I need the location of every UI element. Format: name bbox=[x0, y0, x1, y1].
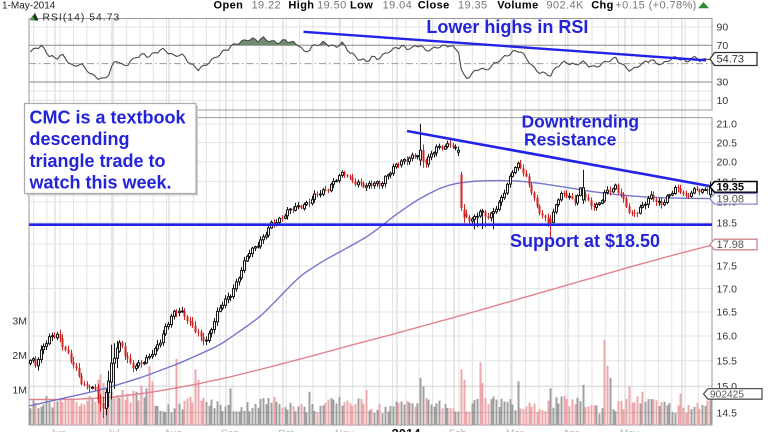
svg-text:21.0: 21.0 bbox=[717, 119, 738, 131]
svg-text:Oct: Oct bbox=[278, 428, 294, 432]
svg-text:14.5: 14.5 bbox=[717, 407, 738, 419]
svg-text:Support at $18.50: Support at $18.50 bbox=[510, 231, 660, 251]
svg-text:Low: Low bbox=[350, 0, 373, 12]
svg-text:17.98: 17.98 bbox=[717, 239, 745, 251]
svg-text:3M: 3M bbox=[12, 316, 27, 328]
svg-text:Sep: Sep bbox=[221, 428, 239, 432]
svg-text:watch this week.: watch this week. bbox=[29, 173, 172, 193]
svg-text:descending: descending bbox=[30, 129, 130, 149]
svg-text:30: 30 bbox=[717, 77, 729, 89]
svg-text:triangle trade to: triangle trade to bbox=[30, 151, 166, 171]
svg-text:Nov: Nov bbox=[335, 428, 353, 432]
svg-text:Mar: Mar bbox=[506, 428, 524, 432]
svg-text:17.0: 17.0 bbox=[717, 283, 738, 295]
svg-text:902.4K: 902.4K bbox=[547, 0, 585, 12]
svg-text:RSI(14) 54.73: RSI(14) 54.73 bbox=[43, 12, 121, 23]
svg-text:CMC is a textbook: CMC is a textbook bbox=[30, 107, 187, 127]
svg-text:Open: Open bbox=[214, 0, 244, 12]
svg-text:19.50: 19.50 bbox=[317, 0, 347, 12]
svg-text:19.35: 19.35 bbox=[458, 0, 488, 12]
svg-text:May: May bbox=[620, 428, 639, 432]
svg-text:Jun: Jun bbox=[50, 428, 66, 432]
svg-text:10: 10 bbox=[717, 95, 729, 107]
svg-text:Feb: Feb bbox=[449, 428, 467, 432]
svg-text:19.22: 19.22 bbox=[252, 0, 282, 12]
svg-text:2M: 2M bbox=[12, 350, 27, 362]
svg-text:70: 70 bbox=[717, 40, 729, 52]
svg-text:+0.15 (+0.78%): +0.15 (+0.78%) bbox=[615, 0, 696, 12]
svg-text:19.04: 19.04 bbox=[383, 0, 413, 12]
svg-text:High: High bbox=[288, 0, 314, 12]
svg-text:90: 90 bbox=[717, 22, 729, 34]
svg-text:Aug: Aug bbox=[164, 428, 182, 432]
svg-text:Volume: Volume bbox=[497, 0, 538, 12]
svg-text:19.35: 19.35 bbox=[717, 182, 745, 194]
svg-text:1-May-2014: 1-May-2014 bbox=[2, 1, 56, 12]
svg-text:Downtrending: Downtrending bbox=[522, 112, 640, 132]
svg-text:20.0: 20.0 bbox=[717, 157, 738, 169]
svg-text:16.5: 16.5 bbox=[717, 307, 738, 319]
svg-text:1M: 1M bbox=[12, 385, 27, 397]
svg-text:2014: 2014 bbox=[392, 426, 422, 432]
svg-text:54.73: 54.73 bbox=[717, 54, 745, 66]
svg-text:Resistance: Resistance bbox=[524, 130, 617, 150]
svg-text:Apr: Apr bbox=[563, 428, 579, 432]
svg-text:16.0: 16.0 bbox=[717, 331, 738, 343]
svg-text:20.5: 20.5 bbox=[717, 137, 738, 149]
svg-text:Lower highs in RSI: Lower highs in RSI bbox=[426, 17, 588, 37]
svg-text:17.5: 17.5 bbox=[717, 261, 738, 273]
svg-text:Close: Close bbox=[418, 0, 450, 12]
svg-text:19.08: 19.08 bbox=[717, 194, 745, 206]
svg-text:Jul: Jul bbox=[107, 428, 120, 432]
svg-text:18.5: 18.5 bbox=[717, 217, 738, 229]
svg-text:Chg: Chg bbox=[591, 0, 614, 12]
svg-text:902425: 902425 bbox=[710, 390, 744, 401]
svg-text:15.5: 15.5 bbox=[717, 355, 738, 367]
